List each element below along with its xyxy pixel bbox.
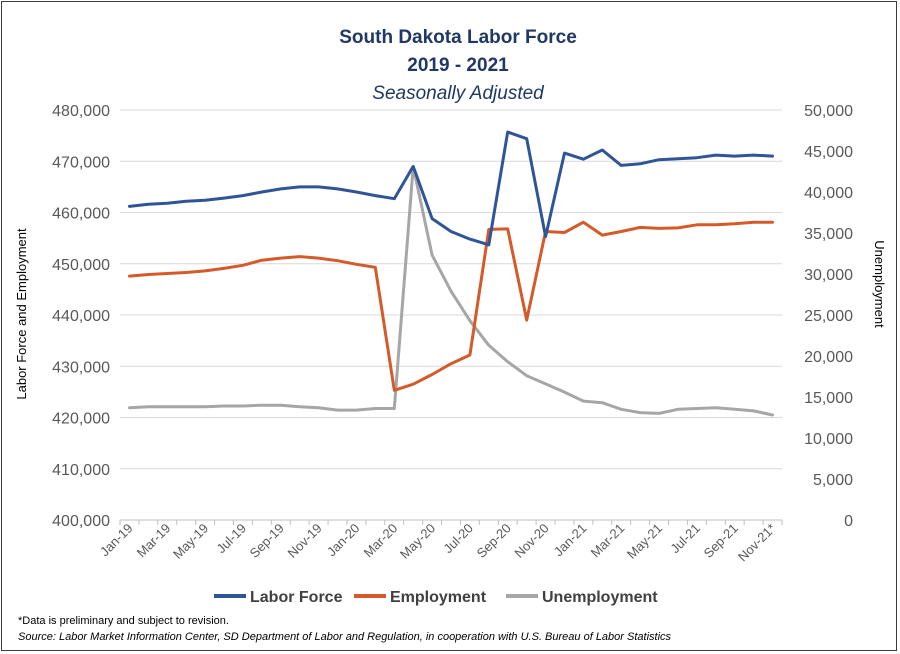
x-tick-label: Sep-19 [247,521,287,561]
footnote: *Data is preliminary and subject to revi… [18,615,229,627]
y-right-tick-label: 45,000 [804,144,853,161]
series-lines [128,130,774,417]
x-tick-label: Jan-20 [324,521,363,560]
y-right-tick-label: 10,000 [804,431,853,448]
y-right-tick-label: 50,000 [804,103,853,120]
y-left-tick-label: 460,000 [52,206,110,223]
y-left-tick-label: 430,000 [52,359,110,376]
y-left-tick-label: 470,000 [52,154,110,171]
y-axis-left-label: Labor Force and Employment [14,228,29,400]
x-tick-label: Jan-21 [551,521,590,560]
series-line-unemployment [128,165,774,417]
y-right-tick-label: 0 [844,513,853,530]
x-tick-label: Nov-21* [735,521,779,565]
chart-subtitle: Seasonally Adjusted [372,83,545,104]
y-left-tick-label: 400,000 [52,513,110,530]
series-line-labor-force [128,130,774,247]
x-tick-label: May-19 [170,521,211,562]
y-right-tick-label: 20,000 [804,349,853,366]
x-tick-label: May-21 [624,521,665,562]
y-axis-left: 400,000 410,000 420,000 430,000 440,000 450,0… [52,103,110,530]
x-tick-label: May-20 [397,521,438,562]
legend-label-employment: Employment [390,589,487,606]
x-tick-label: Mar-21 [588,521,628,561]
y-left-tick-label: 480,000 [52,103,110,120]
series-line-employment [128,220,774,392]
gridlines [120,109,782,521]
y-right-tick-label: 30,000 [804,267,853,284]
chart-title: South Dakota Labor Force [339,27,577,48]
x-tick-label: Nov-20 [511,521,551,561]
y-left-tick-label: 440,000 [52,308,110,325]
y-axis-right: 0 5,000 10,000 15,000 20,000 25,000 30,000 35,0… [804,103,853,530]
y-left-tick-label: 410,000 [52,462,110,479]
legend: Labor Force Employment Unemployment [214,589,658,606]
x-tick-label: Jul-21 [667,521,703,557]
legend-label-labor-force: Labor Force [250,589,343,606]
y-right-tick-label: 40,000 [804,185,853,202]
x-tick-label: Jul-19 [213,521,249,557]
chart-title-years: 2019 - 2021 [407,55,509,76]
y-right-tick-label: 15,000 [804,390,853,407]
y-left-tick-label: 450,000 [52,257,110,274]
y-left-tick-label: 420,000 [52,411,110,428]
x-tick-label: Nov-19 [284,521,324,561]
y-right-tick-label: 5,000 [813,472,853,489]
source-note: Source: Labor Market Information Center,… [18,631,672,643]
x-tick-label: Jul-20 [440,521,476,557]
y-right-tick-label: 35,000 [804,226,853,243]
y-axis-right-label: Unemployment [872,240,887,328]
legend-label-unemployment: Unemployment [542,589,658,606]
x-tick-label: Mar-19 [134,521,174,561]
x-tick-label: Sep-20 [474,521,514,561]
y-right-tick-label: 25,000 [804,308,853,325]
x-tick-label: Mar-20 [361,521,401,561]
